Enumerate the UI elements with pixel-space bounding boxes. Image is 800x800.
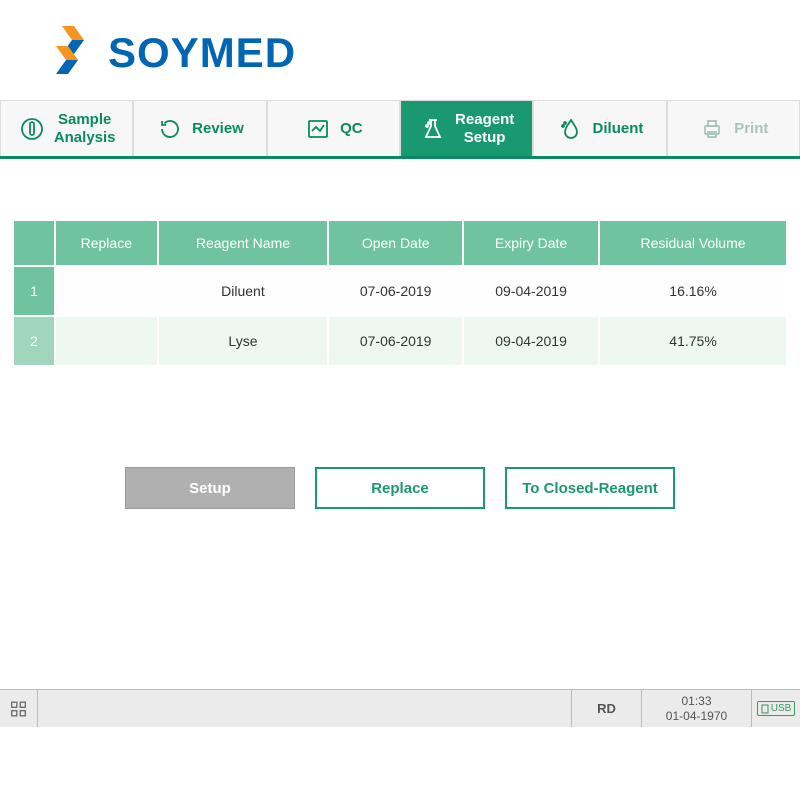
col-reagent-name: Reagent Name — [159, 221, 328, 265]
brand-logo-icon — [40, 20, 100, 85]
status-bar: RD 01:33 01-04-1970 USB — [0, 689, 800, 727]
tab-print[interactable]: Print — [667, 100, 800, 156]
tab-diluent[interactable]: Diluent — [533, 100, 666, 156]
replace-button[interactable]: Replace — [315, 467, 485, 509]
cell-expiry: 09-04-2019 — [464, 267, 598, 315]
status-usb: USB — [752, 690, 800, 727]
content-area: Replace Reagent Name Open Date Expiry Da… — [0, 159, 800, 689]
action-buttons: Setup Replace To Closed-Reagent — [12, 467, 788, 509]
status-user: RD — [572, 690, 642, 727]
cell-index: 1 — [14, 267, 54, 315]
tab-label: Print — [734, 120, 768, 138]
to-closed-reagent-button[interactable]: To Closed-Reagent — [505, 467, 675, 509]
status-date: 01-04-1970 — [666, 709, 727, 723]
cell-residual: 16.16% — [600, 267, 786, 315]
setup-button[interactable]: Setup — [125, 467, 295, 509]
col-expiry-date: Expiry Date — [464, 221, 598, 265]
col-residual-volume: Residual Volume — [600, 221, 786, 265]
status-time: 01:33 — [681, 694, 711, 708]
cell-name: Lyse — [159, 317, 328, 365]
status-spacer — [38, 690, 572, 727]
cell-open: 07-06-2019 — [329, 317, 462, 365]
droplet-icon — [557, 115, 585, 143]
table-row[interactable]: 1 Diluent 07-06-2019 09-04-2019 16.16% — [14, 267, 786, 315]
tab-label: Reagent Setup — [455, 111, 514, 147]
chart-icon — [304, 115, 332, 143]
tab-sample-analysis[interactable]: Sample Analysis — [0, 100, 133, 156]
main-tabs: Sample Analysis Review QC Reagent Setup … — [0, 100, 800, 159]
reagent-table: Replace Reagent Name Open Date Expiry Da… — [12, 219, 788, 367]
cell-index: 2 — [14, 317, 54, 365]
tab-label: Sample Analysis — [54, 111, 116, 147]
cell-name: Diluent — [159, 267, 328, 315]
test-tube-icon — [18, 115, 46, 143]
logo-area: SOYMED — [0, 0, 800, 100]
refresh-icon — [156, 115, 184, 143]
tab-review[interactable]: Review — [133, 100, 266, 156]
usb-icon: USB — [757, 701, 796, 716]
cell-residual: 41.75% — [600, 317, 786, 365]
col-replace: Replace — [56, 221, 157, 265]
tab-qc[interactable]: QC — [267, 100, 400, 156]
cell-replace — [56, 267, 157, 315]
brand-name: SOYMED — [108, 29, 296, 77]
tab-label: Diluent — [593, 120, 644, 138]
printer-icon — [698, 115, 726, 143]
table-row[interactable]: 2 Lyse 07-06-2019 09-04-2019 41.75% — [14, 317, 786, 365]
tab-label: Review — [192, 120, 244, 138]
apps-grid-button[interactable] — [0, 690, 38, 727]
col-open-date: Open Date — [329, 221, 462, 265]
cell-expiry: 09-04-2019 — [464, 317, 598, 365]
tab-reagent-setup[interactable]: Reagent Setup — [400, 100, 533, 156]
col-index — [14, 221, 54, 265]
cell-open: 07-06-2019 — [329, 267, 462, 315]
flask-icon — [419, 115, 447, 143]
cell-replace — [56, 317, 157, 365]
status-datetime: 01:33 01-04-1970 — [642, 690, 752, 727]
tab-label: QC — [340, 120, 363, 138]
